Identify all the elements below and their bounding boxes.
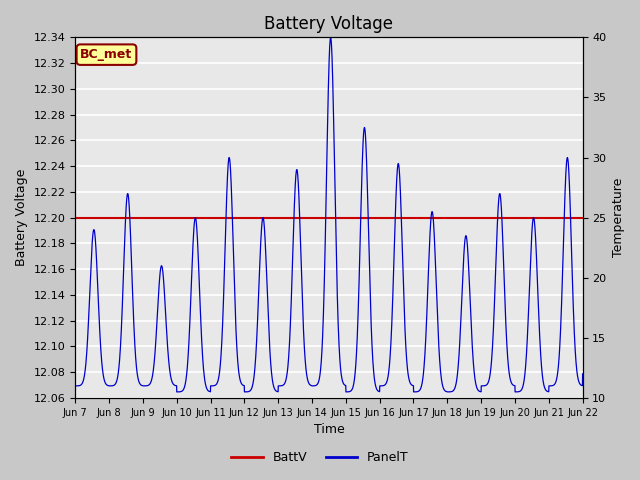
Title: Battery Voltage: Battery Voltage [264,15,394,33]
Text: BC_met: BC_met [81,48,132,61]
Legend: BattV, PanelT: BattV, PanelT [227,446,413,469]
Y-axis label: Temperature: Temperature [612,178,625,257]
X-axis label: Time: Time [314,423,344,436]
Y-axis label: Battery Voltage: Battery Voltage [15,169,28,266]
